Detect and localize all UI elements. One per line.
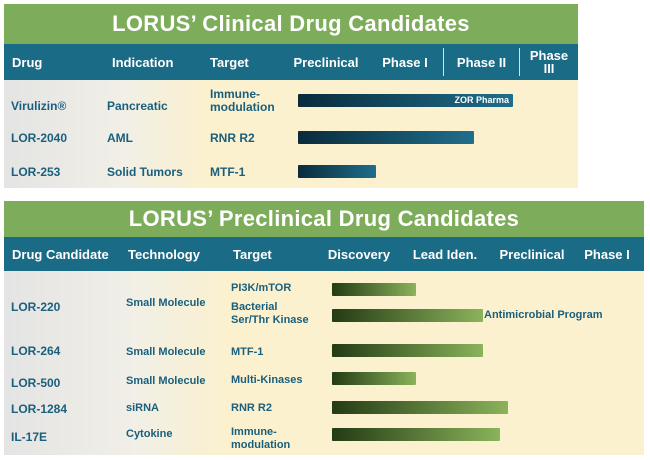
target: MTF-1 xyxy=(210,165,246,179)
technology: siRNA xyxy=(126,402,160,414)
header-drug-candidate: Drug Candidate xyxy=(12,246,109,262)
preclinical-table-body: LOR-220 Small Molecule PI3K/mTOR Bacteri… xyxy=(4,271,644,455)
header-drug: Drug xyxy=(12,54,43,70)
program-note: Antimicrobial Program xyxy=(484,309,603,321)
drug-name: LOR-253 xyxy=(11,165,61,179)
header-phase-2: Phase II xyxy=(456,54,507,70)
progress-bar xyxy=(332,401,508,414)
progress-bar xyxy=(332,283,416,296)
technology: Small Molecule xyxy=(126,297,206,309)
progress-bar xyxy=(332,428,500,441)
target: Multi-Kinases xyxy=(231,374,303,386)
header-discovery: Discovery xyxy=(327,246,391,262)
target: MTF-1 xyxy=(231,346,264,358)
drug-name: LOR-2040 xyxy=(11,131,68,145)
target: PI3K/mTOR xyxy=(231,282,292,294)
header-divider xyxy=(443,48,444,76)
header-preclinical: Preclinical xyxy=(293,54,359,70)
technology: Small Molecule xyxy=(126,375,206,387)
drug-name: LOR-220 xyxy=(11,300,61,314)
target: Immune- modulation xyxy=(210,87,275,114)
indication: Solid Tumors xyxy=(107,165,183,179)
target: RNR R2 xyxy=(210,131,255,145)
indication: AML xyxy=(107,131,133,145)
drug-name: LOR-264 xyxy=(11,344,61,358)
header-divider xyxy=(519,48,520,76)
drug-name: LOR-1284 xyxy=(11,402,68,416)
header-phase-3: Phase III xyxy=(529,48,569,76)
target: RNR R2 xyxy=(231,402,272,414)
header-target: Target xyxy=(233,246,272,262)
progress-bar xyxy=(332,344,483,357)
header-technology: Technology xyxy=(128,246,200,262)
header-preclinical: Preclinical xyxy=(499,246,565,262)
drug-name: Virulizin® xyxy=(11,99,67,113)
technology: Small Molecule xyxy=(126,346,206,358)
preclinical-header-row: Drug Candidate Technology Target Discove… xyxy=(4,237,644,271)
preclinical-candidates-panel: LORUS’ Preclinical Drug Candidates Drug … xyxy=(4,201,644,455)
preclinical-title: LORUS’ Preclinical Drug Candidates xyxy=(4,201,644,237)
progress-bar xyxy=(298,165,376,178)
progress-bar: ZOR Pharma xyxy=(298,94,513,107)
label-column-shading xyxy=(4,271,224,455)
target: Immune- modulation xyxy=(231,426,291,451)
indication: Pancreatic xyxy=(107,99,168,113)
clinical-table-body: Virulizin® Pancreatic Immune- modulation… xyxy=(4,80,578,188)
header-indication: Indication xyxy=(112,54,174,70)
header-phase-1: Phase I xyxy=(584,246,630,262)
technology: Cytokine xyxy=(126,428,173,440)
progress-bar xyxy=(332,372,416,385)
clinical-candidates-panel: LORUS’ Clinical Drug Candidates Drug Ind… xyxy=(4,4,578,188)
progress-bar xyxy=(332,309,483,322)
partner-label: ZOR Pharma xyxy=(454,95,509,105)
header-phase-1: Phase I xyxy=(382,54,428,70)
header-lead-iden: Lead Iden. xyxy=(412,246,478,262)
drug-name: IL-17E xyxy=(11,430,48,444)
target: Bacterial Ser/Thr Kinase xyxy=(231,301,309,326)
clinical-header-row: Drug Indication Target Preclinical Phase… xyxy=(4,44,578,80)
drug-name: LOR-500 xyxy=(11,376,61,390)
label-column-shading xyxy=(4,80,204,188)
progress-bar xyxy=(298,131,474,144)
header-target: Target xyxy=(210,54,249,70)
clinical-title: LORUS’ Clinical Drug Candidates xyxy=(4,4,578,44)
